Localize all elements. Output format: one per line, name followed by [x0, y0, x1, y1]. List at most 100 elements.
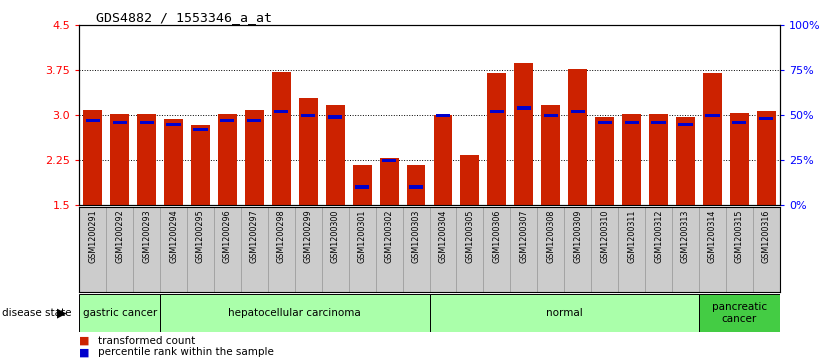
Bar — [537, 207, 565, 292]
Bar — [187, 207, 214, 292]
Bar — [294, 207, 322, 292]
Bar — [515, 63, 533, 205]
Text: GSM1200303: GSM1200303 — [411, 209, 420, 263]
Bar — [326, 105, 344, 205]
Text: GSM1200295: GSM1200295 — [196, 209, 205, 263]
Bar — [113, 121, 127, 124]
Bar — [430, 207, 456, 292]
Bar — [676, 117, 695, 205]
Bar — [137, 114, 156, 205]
Text: normal: normal — [546, 308, 583, 318]
Text: GSM1200293: GSM1200293 — [142, 209, 151, 263]
Bar — [434, 115, 452, 205]
Bar — [133, 207, 160, 292]
Bar — [83, 110, 102, 205]
Bar — [191, 126, 210, 205]
Text: disease state: disease state — [2, 308, 71, 318]
Bar — [757, 111, 776, 205]
Text: GDS4882 / 1553346_a_at: GDS4882 / 1553346_a_at — [96, 11, 272, 24]
Bar — [598, 121, 611, 124]
Bar — [759, 117, 773, 121]
Bar — [79, 294, 160, 332]
Bar — [86, 119, 100, 122]
Bar — [544, 114, 558, 117]
Text: GSM1200313: GSM1200313 — [681, 209, 690, 263]
Bar — [672, 207, 699, 292]
Text: GSM1200304: GSM1200304 — [439, 209, 448, 263]
Bar — [164, 119, 183, 205]
Text: pancreatic
cancer: pancreatic cancer — [711, 302, 767, 324]
Bar — [732, 121, 746, 124]
Text: ■: ■ — [79, 347, 90, 358]
Bar — [568, 69, 587, 205]
Bar — [322, 207, 349, 292]
Bar — [595, 117, 614, 205]
Text: GSM1200316: GSM1200316 — [761, 209, 771, 263]
Text: GSM1200308: GSM1200308 — [546, 209, 555, 263]
Bar — [245, 110, 264, 205]
Bar — [403, 207, 430, 292]
Bar — [355, 185, 369, 189]
Bar — [436, 114, 450, 117]
Bar — [456, 207, 484, 292]
Text: ▶: ▶ — [57, 307, 67, 319]
Text: GSM1200291: GSM1200291 — [88, 209, 98, 263]
Bar — [651, 121, 666, 124]
Bar — [214, 207, 241, 292]
Text: GSM1200305: GSM1200305 — [465, 209, 475, 263]
Bar — [618, 207, 645, 292]
Bar — [110, 114, 129, 205]
Bar — [484, 207, 510, 292]
Bar — [299, 98, 318, 205]
Bar — [703, 73, 722, 205]
Bar — [726, 207, 753, 292]
Bar — [570, 110, 585, 113]
Bar — [565, 207, 591, 292]
Bar — [106, 207, 133, 292]
Bar — [328, 115, 342, 119]
Text: GSM1200307: GSM1200307 — [520, 209, 528, 263]
Text: GSM1200296: GSM1200296 — [223, 209, 232, 263]
Text: GSM1200292: GSM1200292 — [115, 209, 124, 263]
Bar — [649, 114, 668, 205]
Text: GSM1200312: GSM1200312 — [654, 209, 663, 263]
Bar — [706, 114, 720, 117]
Text: GSM1200306: GSM1200306 — [492, 209, 501, 263]
Text: GSM1200299: GSM1200299 — [304, 209, 313, 263]
Text: GSM1200294: GSM1200294 — [169, 209, 178, 263]
Bar — [753, 207, 780, 292]
Text: percentile rank within the sample: percentile rank within the sample — [98, 347, 274, 358]
Bar — [160, 207, 187, 292]
Bar — [517, 106, 531, 110]
Bar — [645, 207, 672, 292]
Bar — [460, 155, 480, 205]
Bar — [248, 119, 261, 122]
Bar — [160, 294, 430, 332]
Bar — [301, 114, 315, 117]
Bar — [139, 121, 153, 124]
Text: GSM1200309: GSM1200309 — [573, 209, 582, 263]
Bar — [487, 73, 506, 205]
Text: GSM1200301: GSM1200301 — [358, 209, 367, 263]
Text: hepatocellular carcinoma: hepatocellular carcinoma — [229, 308, 361, 318]
Bar — [622, 114, 641, 205]
Text: GSM1200310: GSM1200310 — [600, 209, 609, 263]
Bar — [272, 72, 291, 205]
Text: gastric cancer: gastric cancer — [83, 308, 157, 318]
Bar — [678, 123, 692, 126]
Bar — [625, 121, 639, 124]
Text: ■: ■ — [79, 336, 90, 346]
Bar — [541, 105, 560, 205]
Bar — [490, 110, 504, 113]
Bar — [510, 207, 537, 292]
Bar — [407, 165, 425, 205]
Text: GSM1200298: GSM1200298 — [277, 209, 286, 263]
Text: GSM1200300: GSM1200300 — [331, 209, 339, 263]
Bar — [193, 128, 208, 131]
Bar — [274, 110, 289, 113]
Bar — [379, 158, 399, 205]
Text: GSM1200311: GSM1200311 — [627, 209, 636, 263]
Bar — [268, 207, 294, 292]
Bar — [699, 294, 780, 332]
Bar — [353, 165, 372, 205]
